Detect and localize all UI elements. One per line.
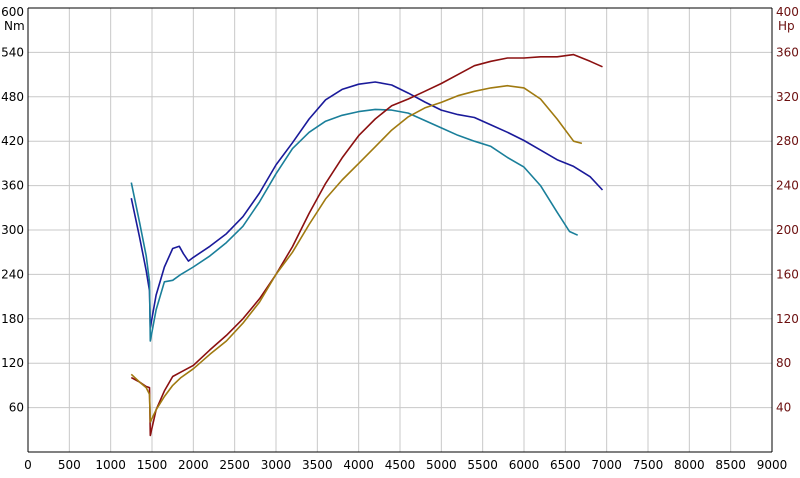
x-tick-label: 4500	[385, 458, 416, 472]
y-left-tick-label: 180	[1, 312, 24, 326]
x-tick-label: 2000	[178, 458, 209, 472]
x-tick-label: 4000	[343, 458, 374, 472]
series-lines	[130, 53, 604, 437]
y-right-tick-label: 400	[776, 5, 799, 19]
x-tick-label: 3000	[261, 458, 292, 472]
y-left-tick-label: 540	[1, 45, 24, 59]
series-line-4	[130, 84, 583, 423]
y-left-tick-label: 60	[9, 401, 24, 415]
y-right-tick-label: 40	[776, 401, 791, 415]
y-left-tick-label: 420	[1, 134, 24, 148]
x-tick-label: 8000	[674, 458, 705, 472]
x-tick-label: 0	[24, 458, 32, 472]
y-right-tick-label: 80	[776, 356, 791, 370]
x-tick-label: 9000	[757, 458, 788, 472]
y-left-tick-label: 600	[1, 5, 24, 19]
y-right-tick-label: 200	[776, 223, 799, 237]
y-right-unit-label: Hp	[778, 19, 795, 33]
y-left-unit-label: Nm	[4, 19, 25, 33]
x-tick-label: 8500	[715, 458, 746, 472]
y-right-tick-label: 120	[776, 312, 799, 326]
x-tick-label: 7000	[591, 458, 622, 472]
x-tick-label: 5000	[426, 458, 457, 472]
y-left-tick-label: 120	[1, 356, 24, 370]
y-right-tick-label: 360	[776, 45, 799, 59]
tick-labels: 0 500 1000 1500 2000 2500 3000 3500 4000 4500 5000…	[1, 5, 799, 472]
x-tick-label: 6000	[509, 458, 540, 472]
grid	[28, 8, 772, 452]
y-right-tick-label: 320	[776, 90, 799, 104]
series-line-3	[130, 53, 603, 437]
y-right-tick-label: 280	[776, 134, 799, 148]
y-right-tick-label: 240	[776, 179, 799, 193]
y-left-tick-label: 300	[1, 223, 24, 237]
x-tick-label: 1000	[95, 458, 126, 472]
axes	[27, 7, 773, 453]
y-left-tick-label: 480	[1, 90, 24, 104]
x-tick-label: 2500	[219, 458, 250, 472]
x-tick-label: 5500	[467, 458, 498, 472]
x-tick-label: 7500	[633, 458, 664, 472]
series-line-2	[130, 108, 579, 342]
x-tick-label: 3500	[302, 458, 333, 472]
y-right-tick-label: 160	[776, 267, 799, 281]
x-tick-label: 6500	[550, 458, 581, 472]
x-tick-label: 1500	[137, 458, 168, 472]
y-left-tick-label: 240	[1, 267, 24, 281]
y-left-tick-label: 360	[1, 179, 24, 193]
series-line-1	[130, 81, 604, 329]
x-tick-label: 500	[58, 458, 81, 472]
